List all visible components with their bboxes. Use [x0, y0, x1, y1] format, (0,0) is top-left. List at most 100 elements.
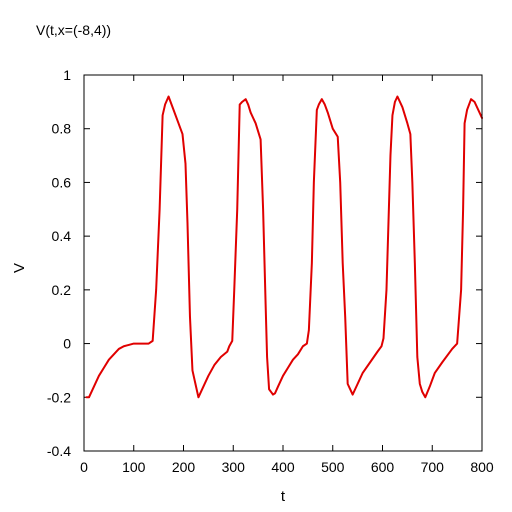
data-point [167, 95, 170, 98]
data-point [213, 364, 215, 366]
data-point [406, 122, 408, 124]
data-point [387, 222, 390, 224]
data-point [466, 109, 468, 111]
data-point [88, 396, 90, 398]
data-point [389, 154, 392, 157]
data-point [424, 396, 426, 398]
y-axis-label: V [11, 263, 28, 273]
data-point [380, 345, 383, 347]
data-point [272, 394, 274, 396]
data-point [184, 163, 187, 165]
data-point [233, 289, 235, 291]
data-point [297, 353, 299, 355]
data-point [416, 356, 418, 358]
x-tick-label: 700 [421, 459, 445, 475]
x-tick-label: 0 [80, 459, 88, 475]
data-point [441, 361, 443, 363]
data-point [152, 340, 154, 342]
data-point [394, 101, 396, 103]
data-point [128, 344, 130, 346]
data-point [274, 392, 276, 394]
data-point [306, 342, 308, 345]
data-point [220, 356, 222, 358]
data-point [162, 114, 164, 116]
data-point [376, 351, 379, 353]
data-point [321, 98, 323, 100]
data-point [292, 359, 294, 361]
data-point [264, 302, 267, 304]
data-point [352, 394, 354, 396]
data-point [347, 383, 349, 385]
data-point [473, 101, 476, 103]
data-point [228, 345, 230, 347]
data-point [202, 385, 204, 388]
data-point [324, 103, 326, 106]
data-point [419, 383, 421, 385]
data-point [385, 289, 388, 291]
data-point [451, 348, 453, 350]
data-point [85, 396, 88, 398]
x-tick-label: 800 [470, 459, 494, 475]
data-point [155, 289, 157, 291]
data-point [247, 103, 249, 106]
x-tick-label: 200 [172, 459, 196, 475]
data-point [159, 208, 161, 210]
data-point [241, 101, 243, 103]
data-point [287, 367, 289, 369]
axis-ticks: 0 100 200 300 400 500 600 700 800 -0.4 -0.2 0 0.2 0.4… [47, 67, 494, 475]
data-point [133, 342, 135, 345]
data-point [478, 112, 481, 114]
data-point [239, 103, 241, 106]
data-point [207, 375, 209, 377]
data-point [308, 329, 310, 331]
data-point [382, 337, 385, 339]
y-tick-label: 1 [63, 67, 71, 83]
data-point [357, 383, 359, 385]
data-point [148, 342, 150, 345]
data-point [197, 396, 200, 398]
data-point [318, 103, 320, 106]
data-point [255, 122, 257, 124]
x-tick-label: 500 [321, 459, 345, 475]
data-point [344, 316, 346, 318]
data-point [138, 342, 140, 345]
data-point [262, 208, 264, 210]
data-point [226, 351, 228, 353]
data-point [189, 316, 191, 318]
data-point [177, 122, 180, 124]
y-tick-label: 0.2 [52, 282, 72, 298]
data-point [421, 391, 423, 393]
data-point [268, 388, 270, 390]
data-point [458, 316, 460, 318]
data-point [332, 128, 334, 130]
series-layer [85, 95, 483, 399]
data-point [103, 367, 105, 369]
x-tick-label: 100 [122, 459, 146, 475]
data-point [277, 385, 279, 388]
data-point [396, 95, 399, 98]
data-point [194, 383, 197, 385]
y-tick-label: 0.8 [52, 121, 72, 137]
y-tick-label: 0.6 [52, 174, 72, 190]
data-point [313, 181, 315, 184]
data-point [411, 181, 413, 184]
data-point [349, 388, 351, 390]
data-point [172, 109, 175, 111]
data-point [391, 114, 394, 116]
data-point [282, 375, 284, 377]
data-point [236, 208, 238, 210]
data-point [186, 222, 189, 224]
data-point [460, 289, 462, 291]
data-point [456, 342, 458, 345]
data-point [266, 356, 268, 358]
y-tick-label: 0.4 [52, 228, 72, 244]
data-point [311, 262, 313, 264]
data-point [118, 348, 120, 350]
y-tick-label: -0.4 [47, 443, 71, 459]
data-point [123, 345, 125, 347]
data-point [470, 98, 472, 100]
data-point [339, 181, 341, 184]
plot-frame [83, 74, 483, 452]
data-point [108, 359, 110, 361]
